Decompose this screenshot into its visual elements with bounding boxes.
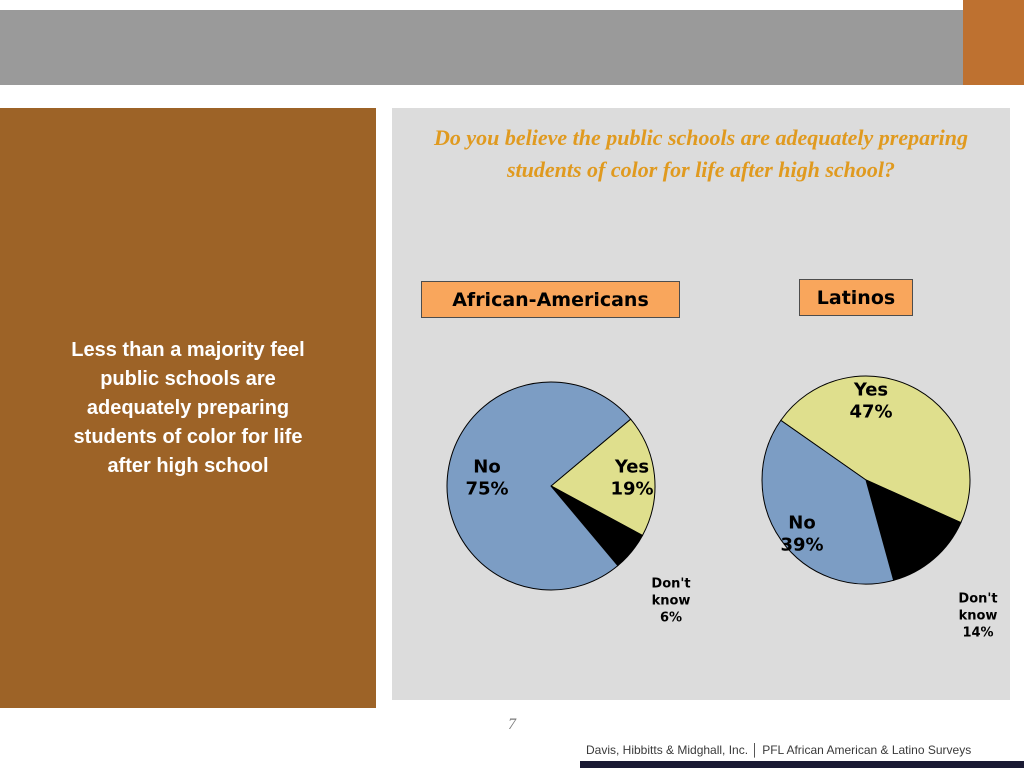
pie1-label-no-text: No [473,456,501,478]
footer-accent-bar [580,761,1024,768]
pie1-label-yes-text: Yes [614,456,650,478]
pie1-label-no: No 75% [465,456,508,499]
pie2-label-no-value: 39% [780,534,824,555]
pie2-label-yes-text: Yes [853,379,889,401]
pie-slice-no [446,381,632,591]
pie2-label-no: No 39% [780,512,823,555]
pie1-label-yes: Yes 19% [610,456,653,499]
header-bar [0,10,963,85]
left-panel-summary-text: Less than a majority feel public schools… [71,338,305,477]
pie2-label-yes: Yes 47% [849,379,892,422]
pie1-label-no-value: 75% [465,478,509,499]
pie1-label-dont-know-value: 6% [659,610,683,626]
pie-slice-no [761,419,895,585]
page-number: 7 [508,716,516,733]
chart-title: Do you believe the public schools are ad… [433,125,969,182]
group-label-latinos: Latinos [799,279,913,316]
footer: Davis, Hibbitts & Midghall, Inc. │ PFL A… [580,743,1024,768]
pie-chart-african-americans [446,381,656,591]
group-label-african-americans: African-Americans [421,281,680,318]
pie2-label-no-text: No [788,512,816,534]
footer-credit-text: Davis, Hibbitts & Midghall, Inc. │ PFL A… [586,743,972,757]
pie2-label-yes-value: 47% [849,401,893,422]
pie1-label-dont-know: Don't know 6% [643,577,699,628]
left-panel: Less than a majority feel public schools… [0,108,376,708]
pie1-label-dont-know-text: Don't know [651,576,691,609]
header-accent-block [963,0,1024,85]
pie1-label-yes-value: 19% [610,478,654,499]
pie-slice-don-t-know [865,479,962,581]
pie-slice-yes [550,418,656,537]
pie-chart-latinos [761,375,971,585]
pie2-label-dont-know-text: Don't know [958,591,998,624]
pie2-label-dont-know: Don't know 14% [950,592,1006,643]
pie-slice-yes [780,375,971,524]
pie2-label-dont-know-value: 14% [962,625,994,641]
